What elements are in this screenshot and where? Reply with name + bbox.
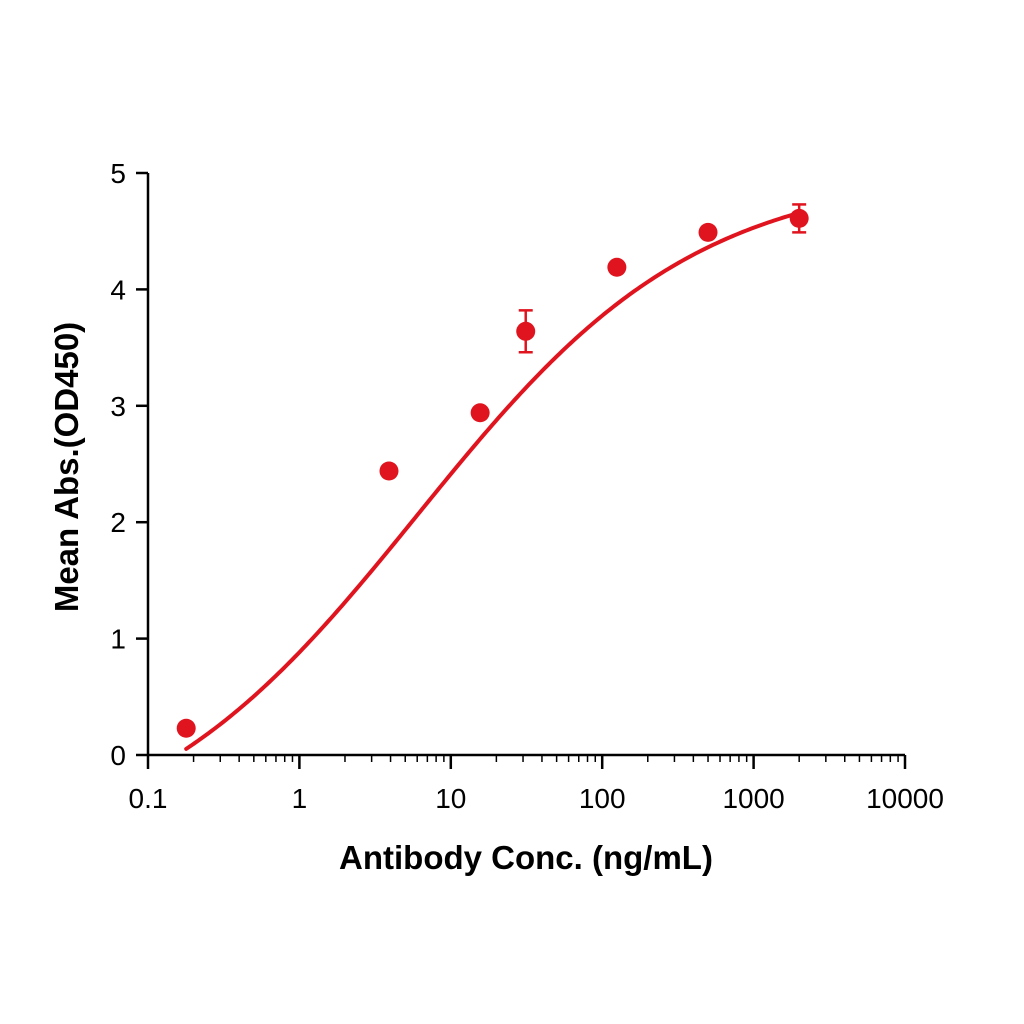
x-tick-label: 0.1	[129, 783, 168, 814]
data-point	[470, 403, 490, 423]
x-tick-label: 10000	[866, 783, 944, 814]
data-point	[789, 208, 809, 228]
x-axis-title: Antibody Conc. (ng/mL)	[339, 839, 713, 876]
data-point	[516, 321, 536, 341]
y-tick-label: 3	[110, 391, 126, 422]
y-tick-label: 1	[110, 624, 126, 655]
fit-curve-layer	[184, 210, 802, 751]
y-tick-label: 2	[110, 507, 126, 538]
y-axis-title: Mean Abs.(OD450)	[48, 322, 85, 612]
data-point	[607, 257, 627, 277]
data-point	[698, 222, 718, 242]
fit-curve	[184, 210, 802, 751]
axes: 0 1 2 3 4 5 0.1 1 10 100 1000 10000	[110, 158, 944, 814]
y-tick-label: 4	[110, 274, 126, 305]
data-points-layer	[176, 203, 809, 738]
x-tick-label: 1	[292, 783, 308, 814]
data-point	[379, 461, 399, 481]
x-tick-label: 10	[435, 783, 466, 814]
y-tick-label: 0	[110, 740, 126, 771]
x-tick-label: 100	[579, 783, 626, 814]
data-point	[176, 718, 196, 738]
x-tick-label: 1000	[722, 783, 784, 814]
y-tick-label: 5	[110, 158, 126, 189]
